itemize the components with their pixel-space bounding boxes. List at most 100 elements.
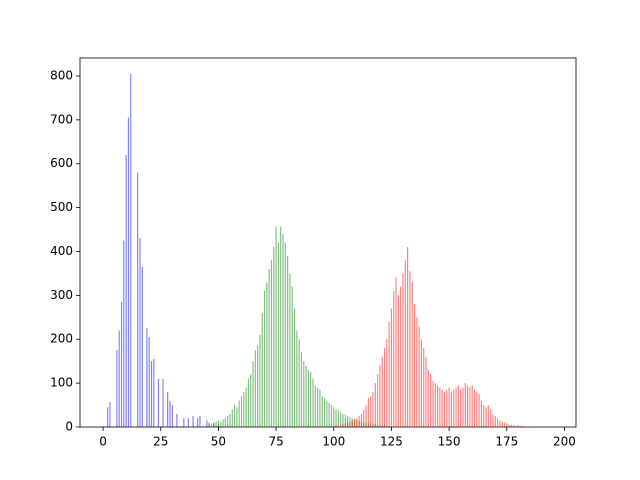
bar	[123, 240, 125, 427]
bar	[420, 339, 423, 427]
bar	[383, 348, 386, 427]
bar	[448, 387, 450, 427]
bar	[284, 242, 286, 427]
bar	[367, 398, 369, 427]
bar	[250, 374, 252, 427]
bar	[425, 356, 427, 427]
bar	[229, 413, 231, 427]
bar	[116, 350, 118, 427]
bar	[460, 389, 462, 427]
bar	[473, 389, 476, 427]
bar	[515, 425, 517, 427]
bar	[397, 295, 399, 427]
bar	[374, 383, 376, 427]
x-tick-label: 50	[211, 435, 226, 449]
bar	[469, 387, 471, 427]
bar	[446, 389, 448, 427]
bar	[146, 328, 148, 427]
bar	[305, 365, 307, 427]
bar	[450, 391, 452, 427]
bar	[344, 423, 346, 427]
y-tick-label: 700	[50, 112, 73, 126]
bar	[434, 383, 436, 427]
bar	[520, 426, 522, 427]
bar	[293, 308, 296, 427]
bar	[427, 369, 429, 427]
bar	[492, 413, 494, 427]
bar	[268, 269, 270, 427]
bar	[319, 389, 321, 427]
bar	[162, 378, 164, 427]
bar	[372, 391, 374, 427]
bar	[240, 396, 243, 427]
bar	[347, 422, 349, 427]
bar	[439, 387, 441, 427]
x-tick-label: 75	[268, 435, 283, 449]
bar	[303, 361, 305, 427]
bar	[443, 391, 446, 427]
bar	[494, 416, 496, 427]
bar	[485, 407, 487, 427]
bar	[418, 326, 420, 427]
bar	[351, 420, 353, 427]
bar	[245, 387, 247, 427]
bar	[342, 413, 344, 427]
bar	[353, 419, 356, 427]
bar	[471, 385, 473, 427]
bar	[287, 255, 289, 427]
bar	[296, 330, 298, 427]
bar	[370, 396, 372, 427]
bar	[508, 424, 510, 427]
bar	[395, 277, 397, 427]
bar	[365, 405, 367, 427]
bar	[342, 424, 344, 427]
bar	[335, 409, 337, 427]
bar	[224, 418, 226, 427]
bar	[326, 400, 328, 427]
bar	[337, 425, 339, 427]
bar	[238, 400, 240, 427]
bar	[130, 73, 132, 428]
bar	[457, 385, 459, 427]
bar	[266, 282, 268, 427]
y-tick-label: 300	[50, 288, 73, 302]
y-tick-label: 600	[50, 156, 73, 170]
y-tick-label: 200	[50, 332, 73, 346]
bar	[388, 321, 390, 427]
bar	[483, 405, 485, 427]
bar	[310, 372, 312, 427]
bar	[501, 421, 503, 427]
bar	[236, 407, 238, 427]
bar	[393, 290, 395, 427]
y-tick-label: 500	[50, 200, 73, 214]
bar	[197, 418, 199, 427]
bar	[402, 273, 404, 427]
bar	[273, 247, 275, 427]
bar	[150, 361, 153, 427]
bar	[153, 358, 155, 427]
bar	[337, 410, 339, 427]
bar	[379, 365, 381, 427]
bar	[314, 385, 316, 427]
bar	[441, 389, 443, 427]
axes-frame	[79, 57, 577, 428]
bar	[213, 422, 215, 427]
bar	[409, 271, 411, 427]
bar	[377, 374, 379, 427]
bar	[522, 426, 524, 427]
bar	[300, 352, 303, 427]
bar	[513, 425, 515, 427]
bar	[411, 282, 413, 427]
bar	[323, 398, 326, 427]
bar	[312, 378, 314, 427]
bar	[139, 238, 141, 427]
bar	[416, 317, 418, 427]
bar	[176, 413, 178, 427]
bar	[171, 405, 173, 427]
bar	[282, 233, 284, 427]
bar	[404, 260, 406, 427]
bar	[222, 419, 224, 427]
y-tick-label: 400	[50, 244, 73, 258]
bar	[261, 312, 263, 427]
